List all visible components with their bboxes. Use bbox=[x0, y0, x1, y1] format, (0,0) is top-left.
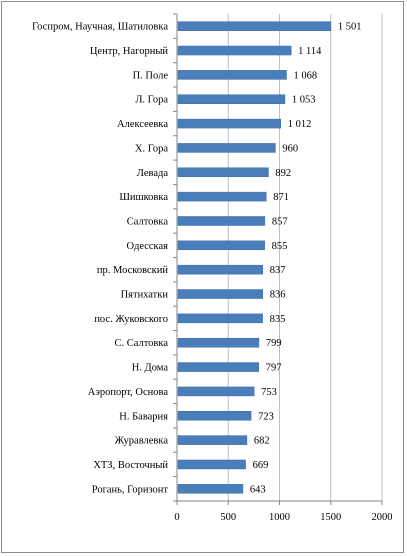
bar bbox=[177, 289, 263, 299]
bar bbox=[177, 264, 264, 275]
data-label: 1 501 bbox=[338, 22, 362, 33]
bar bbox=[177, 118, 281, 129]
category-label: пр. Московский bbox=[97, 265, 168, 276]
bar bbox=[177, 143, 276, 153]
data-label: 723 bbox=[258, 411, 274, 422]
data-label: 669 bbox=[253, 460, 269, 471]
data-label: 871 bbox=[273, 192, 289, 203]
category-label: Л. Гора bbox=[135, 95, 168, 106]
data-label: 855 bbox=[272, 241, 288, 252]
bar bbox=[177, 435, 248, 445]
data-label: 892 bbox=[275, 168, 291, 179]
bar bbox=[177, 216, 266, 226]
category-label: Рогань, Горизонт bbox=[92, 484, 169, 495]
category-label: Аэропорт, Основа bbox=[88, 387, 169, 398]
bar bbox=[177, 45, 292, 56]
bar bbox=[177, 484, 244, 494]
data-label: 797 bbox=[266, 363, 282, 374]
data-label: 1 012 bbox=[288, 119, 312, 130]
category-label: Центр, Нагорный bbox=[90, 46, 169, 57]
bar bbox=[177, 362, 259, 372]
data-label: 753 bbox=[261, 387, 277, 398]
data-label: 836 bbox=[270, 290, 286, 301]
category-label: Алексеевка bbox=[117, 119, 168, 130]
category-label: Левада bbox=[137, 168, 169, 179]
data-label: 1 053 bbox=[292, 95, 316, 106]
x-tick-label: 0 bbox=[174, 512, 179, 523]
bar bbox=[177, 191, 267, 202]
bar bbox=[177, 459, 246, 470]
category-label: П. Поле bbox=[133, 70, 169, 81]
bar bbox=[177, 240, 265, 251]
data-label: 835 bbox=[270, 314, 286, 325]
bar bbox=[177, 313, 263, 324]
bar bbox=[177, 411, 252, 421]
data-label: 837 bbox=[270, 265, 286, 276]
data-label: 799 bbox=[266, 338, 282, 349]
bar bbox=[177, 167, 269, 178]
category-label: Одесская bbox=[127, 241, 169, 252]
x-tick-label: 500 bbox=[220, 512, 236, 523]
category-label: Н. Бавария bbox=[119, 411, 168, 422]
data-label: 857 bbox=[272, 216, 288, 227]
data-label: 960 bbox=[282, 143, 298, 154]
data-label: 643 bbox=[250, 484, 266, 495]
category-label: пос. Жуковского bbox=[94, 314, 168, 325]
bar bbox=[177, 94, 286, 104]
x-tick-label: 1000 bbox=[269, 512, 290, 523]
category-label: Госпром, Научная, Шатиловка bbox=[32, 22, 168, 33]
category-label: Х. Гора bbox=[135, 143, 168, 154]
category-label: Журавлевка bbox=[115, 436, 169, 447]
category-label: Н. Дома bbox=[132, 363, 169, 374]
bar bbox=[177, 386, 255, 397]
data-label: 682 bbox=[254, 436, 270, 447]
category-label: С. Салтовка bbox=[114, 338, 168, 349]
bar bbox=[177, 337, 260, 348]
x-tick-label: 2000 bbox=[372, 512, 393, 523]
category-label: ХТЗ, Восточный bbox=[93, 460, 168, 471]
data-label: 1 068 bbox=[293, 70, 317, 81]
x-tick-label: 1500 bbox=[320, 512, 341, 523]
category-label: Пятихатки bbox=[121, 290, 169, 301]
bar bbox=[177, 21, 332, 31]
category-label: Шишковка bbox=[119, 192, 168, 203]
category-label: Салтовка bbox=[127, 216, 169, 227]
bar bbox=[177, 70, 287, 80]
data-label: 1 114 bbox=[298, 46, 322, 57]
